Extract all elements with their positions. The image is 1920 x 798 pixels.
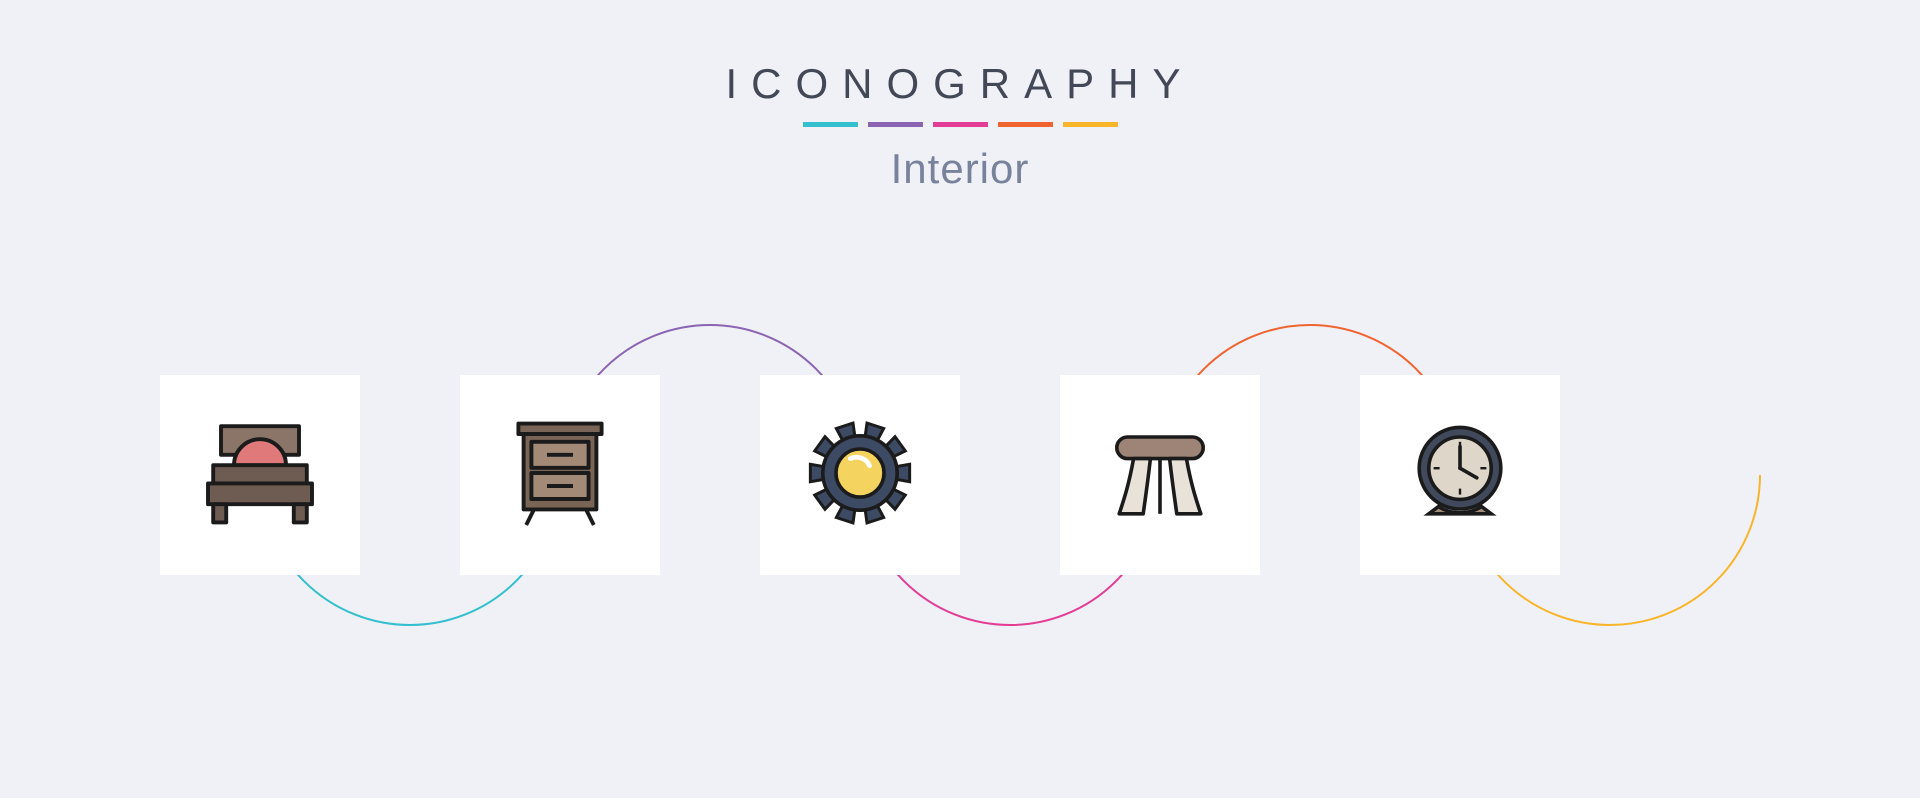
stripe-1 — [803, 122, 858, 127]
dresser-tile — [460, 375, 660, 575]
stripe-3 — [933, 122, 988, 127]
brand-stripes — [0, 122, 1920, 127]
dresser-icon — [495, 408, 625, 543]
header: ICONOGRAPHY Interior — [0, 0, 1920, 193]
clock-tile — [1360, 375, 1560, 575]
stripe-2 — [868, 122, 923, 127]
stool-tile — [1060, 375, 1260, 575]
brand-title: ICONOGRAPHY — [0, 60, 1920, 108]
stripe-5 — [1063, 122, 1118, 127]
stool-icon — [1100, 413, 1220, 538]
clock-icon — [1400, 413, 1520, 538]
subtitle: Interior — [0, 145, 1920, 193]
gear-tile — [760, 375, 960, 575]
gear-icon — [800, 413, 920, 538]
bed-tile — [160, 375, 360, 575]
stripe-4 — [998, 122, 1053, 127]
bed-icon — [195, 408, 325, 543]
